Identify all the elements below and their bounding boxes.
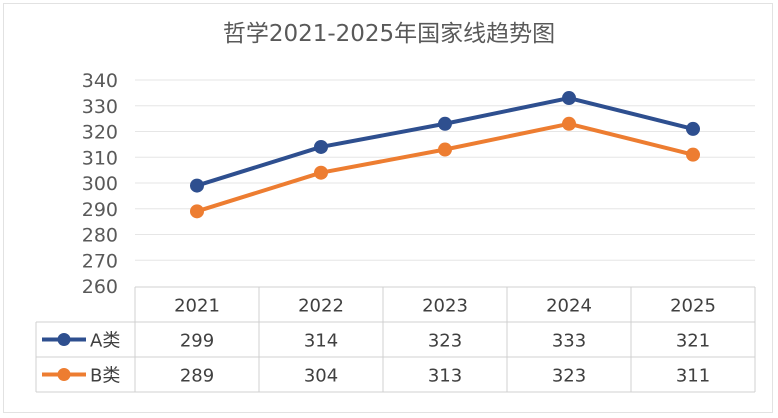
legend-marker-0 [57, 333, 71, 346]
data-point [438, 142, 452, 157]
data-table-value: 321 [676, 331, 710, 352]
y-tick-label: 280 [82, 225, 118, 247]
y-tick-label: 260 [82, 276, 118, 298]
chart-title: 哲学2021-2025年国家线趋势图 [222, 21, 556, 47]
data-point [686, 147, 700, 162]
data-point [562, 116, 576, 131]
data-table-value: 333 [552, 331, 586, 352]
data-table-value: 289 [180, 366, 214, 387]
data-point [314, 165, 328, 180]
data-point [562, 91, 576, 106]
data-table-value: 299 [180, 331, 214, 352]
y-tick-label: 320 [82, 122, 118, 144]
data-point [314, 139, 328, 154]
data-table-value: 314 [304, 331, 338, 352]
chart-frame [3, 3, 773, 413]
x-category-label: 2023 [422, 296, 468, 317]
legend-label: A类 [90, 331, 120, 352]
y-tick-label: 290 [82, 199, 118, 221]
legend-label: B类 [90, 366, 120, 387]
y-tick-label: 300 [82, 173, 118, 195]
data-point [190, 204, 204, 219]
y-tick-label: 270 [82, 250, 118, 272]
x-category-label: 2021 [174, 296, 220, 317]
y-tick-label: 340 [82, 70, 118, 92]
data-point [438, 116, 452, 131]
data-table-value: 304 [304, 366, 338, 387]
x-category-label: 2024 [546, 296, 592, 317]
data-table-value: 323 [428, 331, 462, 352]
data-point [190, 178, 204, 193]
x-category-label: 2022 [298, 296, 344, 317]
data-point [686, 121, 700, 136]
data-table-value: 311 [676, 366, 710, 387]
x-category-label: 2025 [670, 296, 716, 317]
y-tick-label: 330 [82, 96, 118, 118]
legend-marker-1 [57, 368, 71, 381]
y-tick-label: 310 [82, 147, 118, 169]
series-line-B类 [196, 121, 694, 214]
series-line-A类 [196, 96, 694, 188]
data-table-value: 323 [552, 366, 586, 387]
data-table-value: 313 [428, 366, 462, 387]
